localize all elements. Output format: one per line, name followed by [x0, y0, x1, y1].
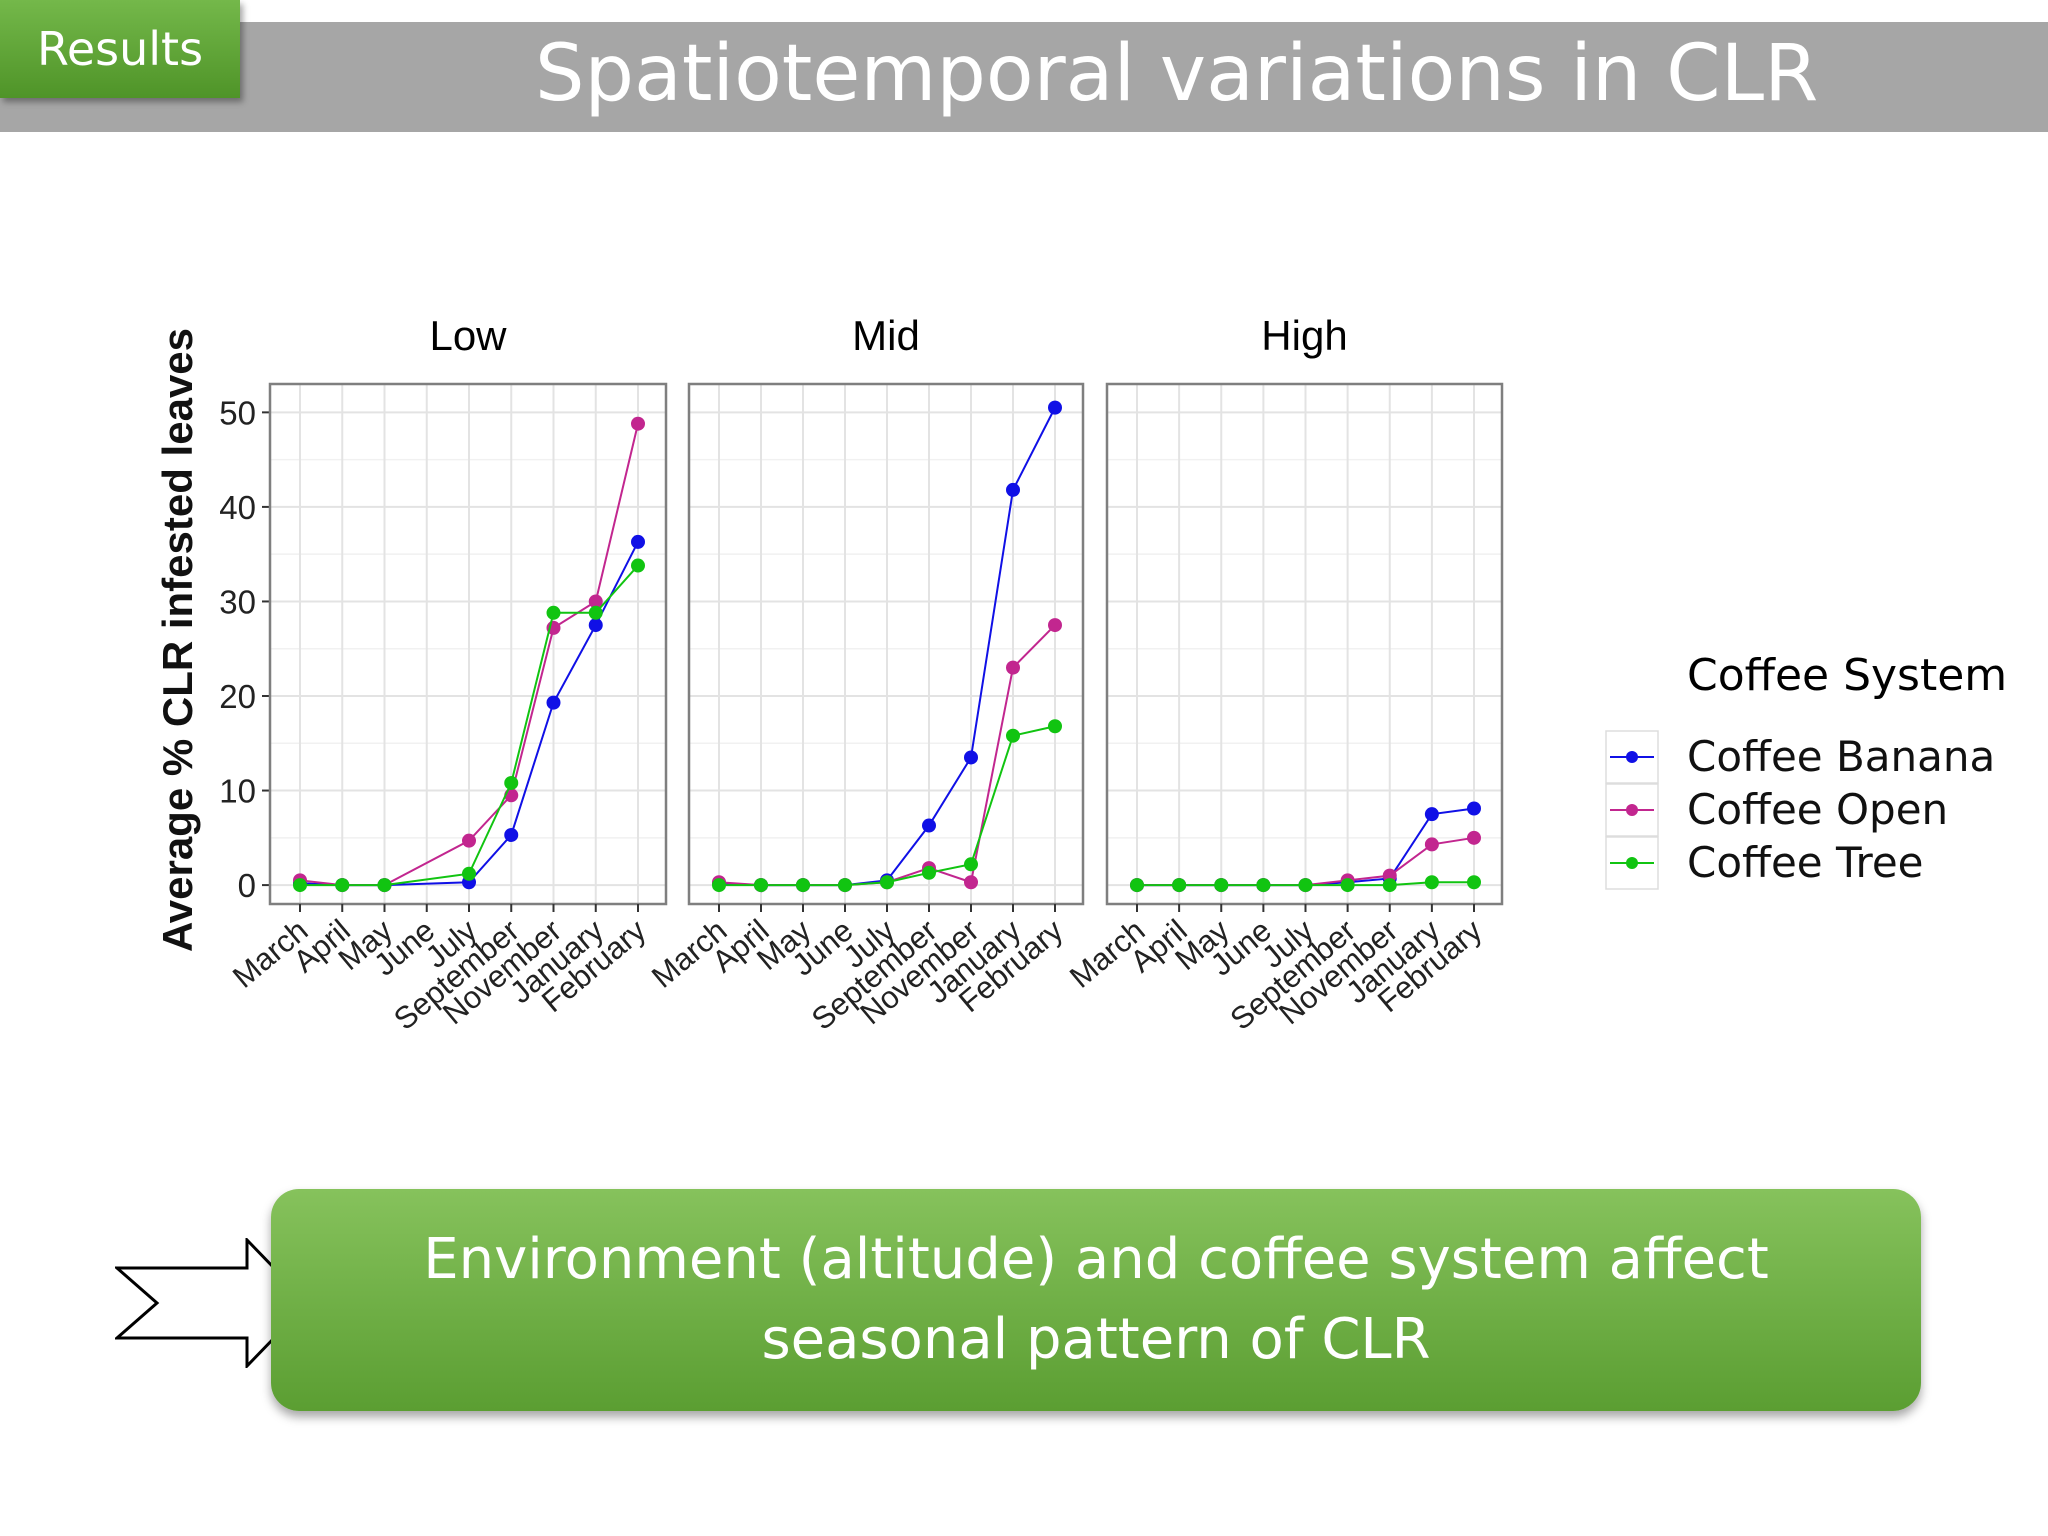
panel-low: LowMarchAprilMayJuneJulySeptemberNovembe… [226, 312, 668, 1037]
data-point [1424, 807, 1439, 822]
data-point [922, 818, 936, 833]
panel-high: HighMarchAprilMayJuneJulySeptemberNovemb… [1063, 312, 1504, 1037]
data-point [754, 878, 768, 893]
data-point [1048, 400, 1062, 415]
legend-key-point [1626, 857, 1638, 869]
data-point [504, 827, 519, 842]
data-point [1006, 728, 1020, 743]
panel-title: Mid [852, 312, 920, 359]
data-point [631, 558, 645, 573]
panel-title: High [1261, 312, 1347, 359]
section-tab: Results [0, 0, 240, 98]
data-point [631, 416, 645, 431]
y-axis-label: Average % CLR infested leaves [154, 328, 201, 952]
data-point [588, 618, 603, 633]
panel-mid: MidMarchAprilMayJuneJulySeptemberNovembe… [645, 312, 1085, 1037]
clr-chart: Average % CLR infested leaves 0 10 20 30 40 50… [154, 312, 2007, 1037]
data-point [1256, 878, 1271, 893]
data-point [462, 866, 476, 881]
page-title: Spatiotemporal variations in CLR [535, 29, 1819, 119]
data-point [964, 750, 978, 765]
data-point [1467, 801, 1481, 816]
series-line [300, 564, 639, 887]
series-coffee-tree [712, 719, 1062, 893]
series-coffee-tree [293, 558, 645, 893]
legend-label: Coffee Open [1687, 785, 1948, 834]
data-point [588, 594, 603, 609]
data-point [1130, 878, 1144, 893]
data-point [1048, 618, 1062, 633]
data-point [546, 695, 561, 710]
y-tick-label: 0 [238, 867, 256, 904]
data-point [838, 878, 852, 893]
legend-title: Coffee System [1687, 650, 2007, 701]
data-point [377, 878, 392, 893]
y-tick-label: 30 [219, 583, 256, 620]
data-point [1048, 719, 1062, 734]
y-tick-label: 50 [219, 394, 256, 431]
data-point [1214, 878, 1229, 893]
data-point [1172, 878, 1187, 893]
data-point [1424, 837, 1439, 852]
conclusion-box: Environment (altitude) and coffee system… [271, 1189, 1921, 1411]
data-point [546, 605, 561, 620]
legend-label: Coffee Tree [1687, 838, 1924, 887]
series-coffee-tree [1130, 875, 1481, 893]
data-point [1382, 878, 1397, 893]
data-point [1298, 878, 1313, 893]
data-point [922, 865, 936, 880]
conclusion-text: Environment (altitude) and coffee system… [423, 1227, 1769, 1372]
data-point [1424, 875, 1439, 890]
y-tick-label: 40 [219, 489, 256, 526]
legend-key-point [1626, 751, 1638, 763]
data-point [880, 875, 894, 890]
data-point [335, 878, 350, 893]
data-point [1006, 660, 1020, 675]
data-point [712, 878, 726, 893]
data-point [462, 833, 476, 848]
data-point [964, 875, 978, 890]
y-tick-label: 20 [219, 678, 256, 715]
data-point [631, 534, 645, 549]
data-point [1340, 878, 1355, 893]
y-tick-label: 10 [219, 773, 256, 810]
legend-label: Coffee Banana [1687, 732, 1995, 781]
data-point [588, 605, 603, 620]
data-point [964, 857, 978, 872]
data-point [796, 878, 810, 893]
data-point [293, 878, 307, 893]
arrow-right-icon [115, 1238, 310, 1368]
legend-key-point [1626, 804, 1638, 816]
panel-title: Low [429, 312, 507, 359]
data-point [1467, 830, 1481, 845]
data-point [1006, 482, 1020, 497]
data-point [1467, 875, 1481, 890]
data-point [504, 775, 519, 790]
header-bar [0, 22, 2048, 132]
